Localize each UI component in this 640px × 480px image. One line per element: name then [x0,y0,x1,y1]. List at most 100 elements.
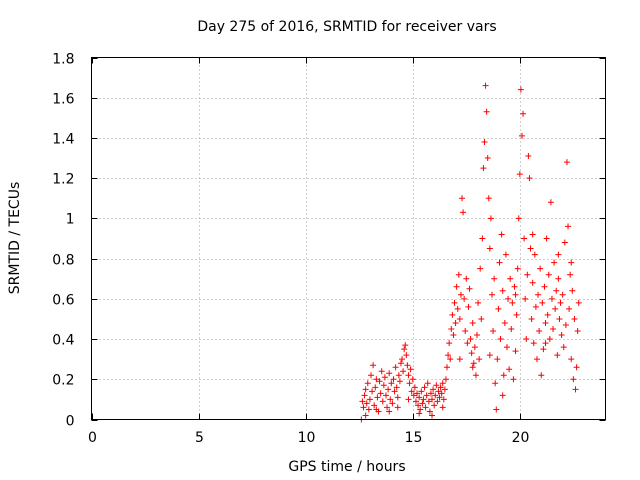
data-point [569,287,576,294]
data-point [390,376,397,383]
data-point [465,303,472,310]
data-point [474,332,480,339]
data-point [452,319,459,326]
data-point [430,386,437,393]
data-point [557,299,564,306]
data-point [384,404,391,411]
data-point [442,376,449,383]
data-point [387,396,394,403]
data-point [418,388,425,395]
data-point [551,259,558,266]
data-point [455,271,462,278]
data-point [463,275,470,282]
data-point [526,175,533,182]
data-point [499,392,506,399]
data-point [362,386,369,393]
data-point [379,398,386,405]
data-point [538,372,545,379]
data-point [456,356,463,363]
data-point [490,328,497,335]
data-point [571,315,578,322]
data-point [409,376,416,383]
data-point [543,235,550,242]
data-point [374,394,381,401]
data-point [437,384,444,391]
data-point [422,404,429,411]
data-point [391,388,398,395]
data-point [505,295,512,302]
data-point [477,265,484,272]
data-point [461,295,468,302]
data-point [481,138,488,145]
data-point [359,398,366,405]
data-point [449,311,456,318]
axis-ticks: 0 0.2 0.4 0.6 0.8 1 1.2 1.4 1.6 1.8 0 5 10 15 20 [52,52,606,446]
data-point [509,299,516,306]
data-point [380,382,387,389]
data-point [533,356,540,363]
data-point [528,315,535,322]
data-point [506,366,513,373]
data-point [553,287,560,294]
data-point [536,328,543,335]
data-point [441,386,448,393]
data-point [460,209,467,216]
x-tick-label: 5 [195,430,204,446]
y-tick-label: 1.2 [52,172,74,188]
data-point [439,380,446,387]
data-point [426,408,433,415]
data-point [510,376,517,383]
data-point [431,402,438,409]
data-point [470,360,477,367]
data-point [438,390,445,397]
data-point [484,155,491,162]
data-point [469,319,476,326]
data-point [539,299,546,306]
data-point [542,340,549,347]
data-point [410,392,417,399]
data-point [488,291,495,298]
data-point [444,364,451,371]
data-point [540,346,547,353]
data-point [381,374,388,381]
data-point [364,380,371,387]
data-point [429,412,436,419]
data-point [372,384,379,391]
data-point [491,275,498,282]
data-point [421,384,428,391]
data-point [542,319,549,326]
data-point [478,315,485,322]
data-point [501,319,508,326]
data-point [373,376,380,383]
data-point [432,392,439,399]
data-point [521,235,528,242]
data-point [427,390,434,397]
data-point [527,245,534,252]
data-point [453,283,460,290]
data-point [395,372,402,379]
data-point [457,291,464,298]
data-point [507,275,514,282]
data-point [515,215,522,222]
data-point [529,231,536,238]
data-point [517,86,524,93]
data-point [376,378,383,385]
data-point [414,390,421,397]
data-point [495,305,502,312]
data-point [499,287,506,294]
y-tick-label: 0.4 [52,333,74,349]
data-point [558,332,565,339]
data-point [555,251,562,258]
data-point [562,321,569,328]
data-point [402,342,409,349]
data-point [483,108,490,115]
data-point [532,303,539,310]
data-point [362,412,369,419]
data-point [522,295,529,302]
data-point [493,406,500,413]
data-point [487,215,494,222]
data-point [508,326,515,332]
data-point [446,340,453,347]
y-tick-label: 0 [66,414,75,430]
data-point [550,326,557,332]
